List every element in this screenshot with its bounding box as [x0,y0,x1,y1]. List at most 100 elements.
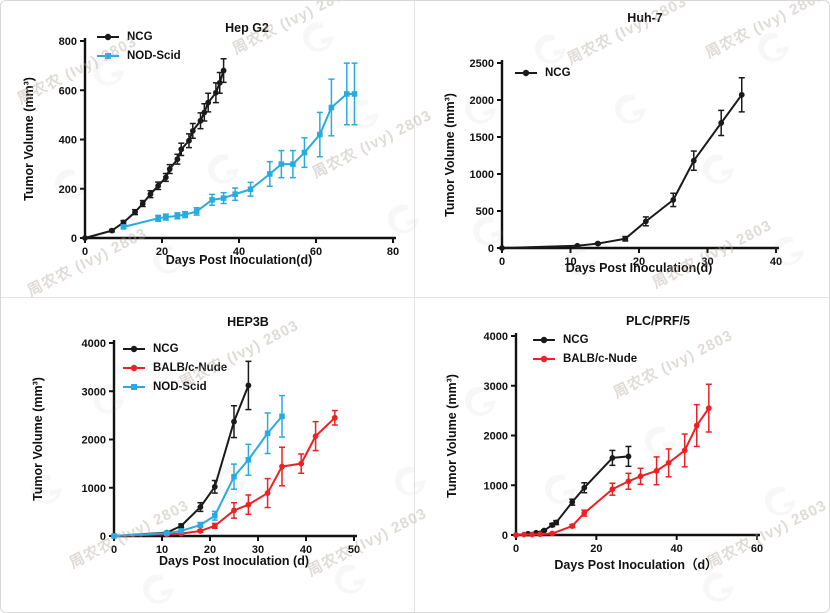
data-point-marker [231,507,237,514]
data-point-marker [581,510,588,517]
legend-marker-icon [515,69,537,76]
y-tick-label: 2000 [470,95,494,107]
data-point-marker [301,149,308,156]
y-tick-label: 0 [71,233,77,245]
data-point-marker [574,242,581,249]
data-point-marker [139,200,146,207]
x-tick-label: 0 [499,256,505,268]
data-point-marker [163,214,169,220]
data-point-marker [622,235,629,242]
legend-marker-icon [123,364,145,371]
legend-shape [540,336,548,343]
legend-label: NOD-Scid [127,49,181,62]
y-tick-label: 1000 [470,169,494,181]
legend-shape [130,364,138,371]
chart-title: PLC/PRF/5 [626,314,690,328]
y-tick-label: 1000 [82,483,106,495]
panel-hep-g2: 0 20 40 60 80 0 200 400 600 800 Hep G2 NCG NOD-Sci… [1,1,415,298]
data-point-marker [111,533,117,539]
data-point-marker [693,422,700,429]
data-point-marker [201,109,208,116]
legend: NCG BALB/c-Nude NOD-Scid [122,341,227,394]
x-axis-label: Days Post Inoculation（d） [554,558,718,572]
series-line [113,385,250,537]
legend-marker-icon [123,345,145,352]
data-point-marker [164,530,170,536]
data-point-marker [109,227,115,234]
data-point-marker [132,209,138,216]
data-point-marker [351,91,358,97]
data-point-marker [499,245,505,251]
data-point-marker [220,67,227,74]
y-tick-label: 400 [59,135,77,147]
data-point-marker [182,211,188,218]
legend-marker-icon [97,52,119,59]
legend-marker-icon [533,355,555,362]
y-tick-label: 4000 [82,338,106,350]
data-point-marker [344,91,350,97]
y-axis-label: Tumor Volume (mm³) [445,374,459,498]
chart-title: Hep G2 [225,21,269,35]
y-axis-label: Tumor Volume (mm³) [22,77,36,201]
x-tick-label: 10 [156,544,168,556]
data-point-marker [290,161,296,167]
data-point-marker [653,467,660,474]
data-point-marker [197,117,204,124]
legend-label: NCG [153,342,179,355]
data-point-marker [247,186,254,193]
legend-item: NCG [122,341,227,356]
data-point-marker [279,463,285,470]
legend-label: NCG [563,333,589,346]
series-line [515,407,710,536]
data-point-marker [211,522,218,529]
data-point-marker [211,483,218,490]
data-point-marker [537,531,543,538]
x-tick-label: 40 [671,543,683,555]
data-point-marker [298,460,305,467]
y-tick-label: 0 [100,531,106,543]
data-point-marker [120,224,127,230]
data-point-marker [166,166,173,172]
data-point-marker [267,171,273,177]
legend-label: BALB/c-Nude [153,361,228,374]
legend-item: NCG [532,332,637,347]
data-point-marker [193,208,200,215]
x-tick-label: 30 [701,256,713,268]
data-point-marker [231,473,237,480]
data-point-marker [549,530,556,537]
legend-item: NOD-Scid [122,379,227,394]
chart-title: Huh-7 [627,11,663,25]
series-line [501,94,743,249]
x-tick-label: 0 [111,544,117,556]
legend-item: NCG [96,29,181,44]
series-line [113,417,336,537]
data-point-marker [245,382,252,389]
legend-shape [540,355,548,362]
y-tick-label: 200 [59,184,77,196]
data-point-marker [120,219,127,226]
y-tick-label: 4000 [484,331,508,343]
data-point-marker [670,197,677,203]
legend-shape [131,383,137,390]
data-point-marker [220,195,227,201]
legend-label: NOD-Scid [153,380,207,393]
data-point-marker [705,405,712,412]
legend-marker-icon [97,33,119,40]
data-point-marker [82,235,88,241]
data-point-marker [312,433,319,440]
x-axis-label: Days Post Inoculation (d) [158,554,310,568]
data-point-marker [642,218,649,225]
y-tick-label: 1000 [484,480,508,492]
data-point-marker [155,215,161,222]
data-point-marker [625,453,632,460]
legend-label: BALB/c-Nude [563,352,638,365]
series-line [84,70,225,239]
legend-item: BALB/c-Nude [532,351,637,366]
legend-label: NCG [545,66,571,79]
y-tick-label: 0 [502,530,508,542]
data-point-marker [205,99,212,106]
y-tick-label: 2500 [470,58,494,70]
data-point-marker [232,191,238,197]
